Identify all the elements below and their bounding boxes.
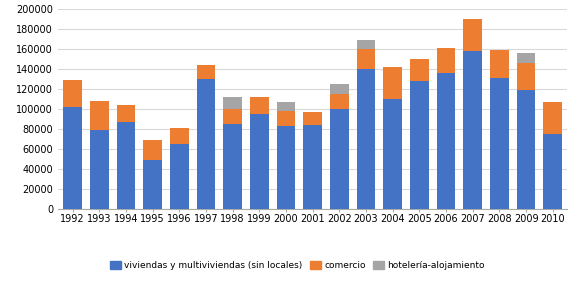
Bar — [250, 114, 269, 209]
Bar — [516, 90, 536, 209]
Bar — [516, 63, 536, 90]
Bar — [277, 126, 295, 209]
Bar — [516, 53, 536, 63]
Bar — [223, 124, 242, 209]
Bar — [490, 50, 509, 78]
Bar — [197, 65, 215, 79]
Bar — [383, 67, 402, 99]
Bar — [544, 102, 562, 134]
Bar — [277, 102, 295, 111]
Bar — [116, 122, 135, 209]
Bar — [330, 94, 349, 109]
Bar — [383, 99, 402, 209]
Bar — [277, 111, 295, 126]
Bar — [63, 107, 82, 209]
Bar — [63, 80, 82, 107]
Bar — [410, 81, 428, 209]
Bar — [250, 97, 269, 114]
Bar — [437, 73, 455, 209]
Bar — [116, 105, 135, 122]
Bar — [223, 97, 242, 109]
Bar — [303, 125, 322, 209]
Bar — [330, 84, 349, 94]
Bar — [490, 78, 509, 209]
Bar — [330, 109, 349, 209]
Bar — [143, 140, 162, 160]
Bar — [357, 40, 375, 49]
Bar — [463, 19, 482, 51]
Bar — [90, 130, 109, 209]
Bar — [357, 49, 375, 69]
Bar — [170, 144, 189, 209]
Bar — [544, 134, 562, 209]
Legend: viviendas y multiviviendas (sin locales), comercio, hotelería-alojamiento: viviendas y multiviviendas (sin locales)… — [107, 257, 489, 273]
Bar — [223, 109, 242, 124]
Bar — [463, 51, 482, 209]
Bar — [410, 59, 428, 81]
Bar — [303, 112, 322, 125]
Bar — [437, 48, 455, 73]
Bar — [357, 69, 375, 209]
Bar — [90, 101, 109, 130]
Bar — [143, 160, 162, 209]
Bar — [197, 79, 215, 209]
Bar — [170, 128, 189, 144]
